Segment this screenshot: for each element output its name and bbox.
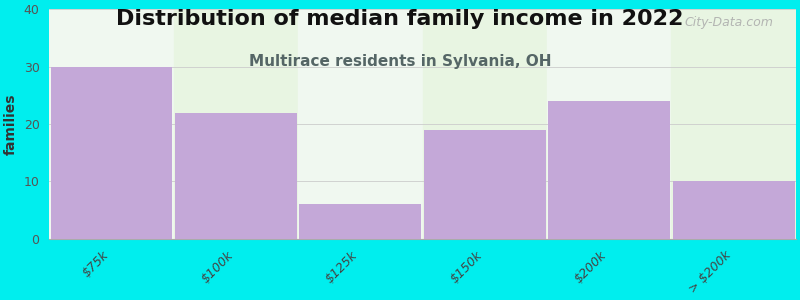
Bar	[50, 9, 174, 239]
Text: Multirace residents in Sylvania, OH: Multirace residents in Sylvania, OH	[249, 54, 551, 69]
Bar	[299, 204, 422, 239]
Bar	[175, 112, 297, 239]
Bar	[298, 9, 422, 239]
Bar	[424, 130, 546, 239]
Bar	[174, 9, 298, 239]
Y-axis label: families: families	[4, 93, 18, 155]
Bar	[548, 101, 670, 239]
Bar	[422, 9, 547, 239]
Bar	[547, 9, 671, 239]
Bar	[50, 67, 173, 239]
Text: Distribution of median family income in 2022: Distribution of median family income in …	[116, 9, 684, 29]
Bar	[673, 182, 794, 239]
Text: City-Data.com: City-Data.com	[685, 16, 774, 29]
Bar	[671, 9, 796, 239]
